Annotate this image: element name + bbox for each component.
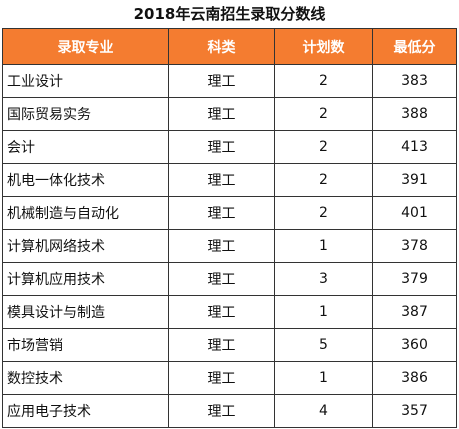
- cell-major: 机电一体化技术: [2, 163, 169, 197]
- header-major: 录取专业: [2, 28, 169, 65]
- cell-major: 计算机应用技术: [2, 262, 169, 296]
- cell-plan: 2: [274, 130, 373, 164]
- cell-min-score: 360: [372, 328, 457, 362]
- header-plan: 计划数: [274, 28, 373, 65]
- cell-min-score: 386: [372, 361, 457, 395]
- header-min-score: 最低分: [372, 28, 457, 65]
- cell-plan: 2: [274, 163, 373, 197]
- cell-major: 国际贸易实务: [2, 97, 169, 131]
- table-row: 市场营销 理工 5 360: [2, 328, 457, 362]
- cell-category: 理工: [168, 64, 275, 98]
- table-header-row: 录取专业 科类 计划数 最低分: [2, 28, 457, 65]
- cell-plan: 1: [274, 361, 373, 395]
- cell-min-score: 391: [372, 163, 457, 197]
- cell-category: 理工: [168, 361, 275, 395]
- cell-major: 市场营销: [2, 328, 169, 362]
- cell-category: 理工: [168, 262, 275, 296]
- cell-category: 理工: [168, 328, 275, 362]
- cell-min-score: 387: [372, 295, 457, 329]
- cell-major: 机械制造与自动化: [2, 196, 169, 230]
- cell-min-score: 413: [372, 130, 457, 164]
- admission-score-table: 录取专业 科类 计划数 最低分 工业设计 理工 2 383 国际贸易实务 理工 …: [2, 28, 457, 428]
- cell-major: 工业设计: [2, 64, 169, 98]
- table-row: 机电一体化技术 理工 2 391: [2, 163, 457, 197]
- table-row: 模具设计与制造 理工 1 387: [2, 295, 457, 329]
- cell-category: 理工: [168, 97, 275, 131]
- table-row: 应用电子技术 理工 4 357: [2, 394, 457, 428]
- cell-plan: 2: [274, 97, 373, 131]
- cell-major: 模具设计与制造: [2, 295, 169, 329]
- cell-major: 应用电子技术: [2, 394, 169, 428]
- cell-category: 理工: [168, 130, 275, 164]
- page-title: 2018年云南招生录取分数线: [133, 5, 326, 23]
- cell-plan: 1: [274, 229, 373, 263]
- cell-min-score: 379: [372, 262, 457, 296]
- cell-min-score: 388: [372, 97, 457, 131]
- cell-plan: 2: [274, 196, 373, 230]
- cell-plan: 5: [274, 328, 373, 362]
- cell-plan: 1: [274, 295, 373, 329]
- cell-min-score: 378: [372, 229, 457, 263]
- cell-min-score: 401: [372, 196, 457, 230]
- table-row: 国际贸易实务 理工 2 388: [2, 97, 457, 131]
- cell-category: 理工: [168, 295, 275, 329]
- table-row: 工业设计 理工 2 383: [2, 64, 457, 98]
- cell-category: 理工: [168, 229, 275, 263]
- table-row: 计算机网络技术 理工 1 378: [2, 229, 457, 263]
- table-row: 计算机应用技术 理工 3 379: [2, 262, 457, 296]
- cell-plan: 2: [274, 64, 373, 98]
- cell-plan: 4: [274, 394, 373, 428]
- cell-category: 理工: [168, 163, 275, 197]
- table-row: 数控技术 理工 1 386: [2, 361, 457, 395]
- cell-min-score: 383: [372, 64, 457, 98]
- header-category: 科类: [168, 28, 275, 65]
- cell-min-score: 357: [372, 394, 457, 428]
- cell-major: 数控技术: [2, 361, 169, 395]
- cell-plan: 3: [274, 262, 373, 296]
- cell-major: 计算机网络技术: [2, 229, 169, 263]
- table-row: 会计 理工 2 413: [2, 130, 457, 164]
- cell-category: 理工: [168, 394, 275, 428]
- cell-category: 理工: [168, 196, 275, 230]
- table-row: 机械制造与自动化 理工 2 401: [2, 196, 457, 230]
- cell-major: 会计: [2, 130, 169, 164]
